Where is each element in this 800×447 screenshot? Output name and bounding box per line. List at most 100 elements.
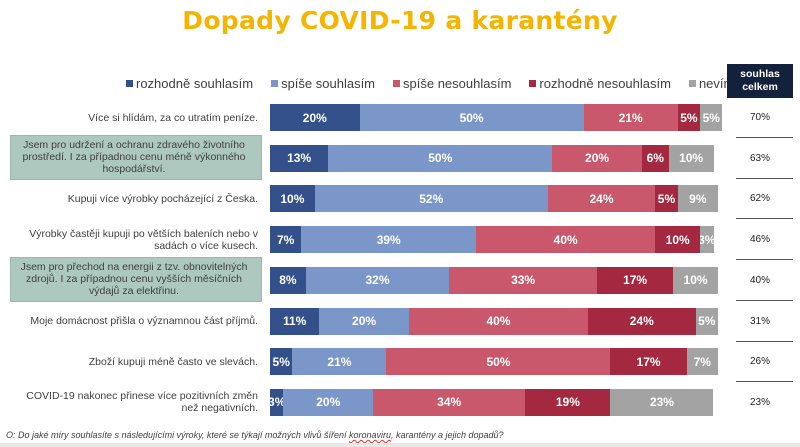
bar-segment: 50%: [386, 348, 611, 376]
bar-segment: 7%: [686, 348, 718, 376]
chart-row: Výrobky častěji kupuji po větších balení…: [0, 219, 800, 261]
bar-segment: 17%: [610, 348, 687, 376]
stacked-bar: 5% 21% 50% 17% 7%: [270, 348, 718, 376]
chart-row: Moje domácnost přišla o významnou část p…: [0, 301, 800, 342]
bar-segment: 6%: [641, 144, 669, 172]
category-label: Výrobky častěji kupuji po větších balení…: [10, 219, 262, 260]
summary-column-header: souhlas celkem: [727, 64, 793, 98]
legend-swatch: [393, 80, 401, 87]
bar-segment: 39%: [301, 226, 477, 254]
bar-segment: 7%: [270, 226, 302, 254]
chart-row: Zboží kupuji méně často ve slevách. 5% 21%…: [0, 341, 800, 383]
chart-row: Více si hlídám, za co utratím peníze. 20%…: [0, 97, 800, 138]
legend: rozhodně souhlasím spíše souhlasím spíše n…: [126, 76, 734, 91]
chart-row: COVID-19 nakonec přinese více pozitivníc…: [0, 382, 800, 423]
category-label: Kupuji více výrobky pocházející z Česka.: [10, 178, 262, 219]
bar-segment: 32%: [305, 266, 450, 294]
bar-segment: 40%: [408, 307, 589, 335]
legend-label: rozhodně souhlasím: [136, 76, 254, 91]
total-separator: [736, 137, 793, 138]
category-label-text: Jsem pro přechod na energii z tzv. obnov…: [20, 261, 248, 298]
legend-label: nevím: [698, 76, 735, 91]
bar-segment: 52%: [314, 185, 548, 213]
bar-segment: 5%: [270, 348, 293, 376]
bar-segment: 13%: [270, 144, 329, 172]
bar-segment: 40%: [476, 226, 656, 254]
bar-segment: 20%: [319, 307, 409, 335]
legend-item: rozhodně souhlasím: [126, 76, 253, 91]
bar-segment: 20%: [552, 144, 642, 172]
bar-segment: 23%: [610, 388, 714, 416]
bar-segment: 5%: [700, 104, 723, 131]
bar-segment: 10%: [673, 266, 718, 294]
bar-segment: 10%: [655, 226, 701, 254]
stacked-bar: 7%39%40%10%3%: [270, 226, 714, 254]
bar-segment: 21%: [583, 104, 678, 131]
stacked-bar: 13% 50% 20% 6% 10%: [270, 144, 714, 172]
bar-segment: 5%: [677, 104, 701, 131]
legend-swatch: [688, 80, 696, 87]
bar-segment: 24%: [588, 307, 696, 335]
stacked-bar: 20% 50% 21% 5% 5%: [270, 104, 723, 131]
bar-segment: 50%: [359, 104, 584, 131]
chart-row: Kupuji více výrobky pocházející z Česka.…: [0, 178, 800, 220]
legend-label: spíše nesouhlasím: [403, 76, 512, 91]
stacked-bar: 10% 52% 24% 5% 9%: [270, 185, 718, 213]
total-agree-value: 46%: [749, 234, 770, 246]
category-label: COVID-19 nakonec přinese více pozitivníc…: [10, 382, 262, 423]
total-agree-value: 63%: [749, 152, 770, 164]
category-label-text: Zboží kupuji méně často ve slevách.: [88, 355, 258, 368]
bar-segment: 10%: [668, 144, 714, 172]
category-label: Moje domácnost přišla o významnou část p…: [10, 301, 262, 342]
bar-segment: 9%: [677, 185, 718, 213]
bar-segment: 5%: [695, 307, 718, 335]
total-separator: [736, 259, 793, 261]
question-note: O: Do jaké míry souhlasíte s následující…: [6, 430, 504, 440]
total-agree-value: 40%: [749, 274, 770, 286]
legend-item: spíše nesouhlasím: [393, 76, 511, 91]
total-separator: [736, 218, 793, 220]
category-label: Více si hlídám, za co utratím peníze.: [10, 97, 262, 138]
total-agree-value: 70%: [749, 112, 770, 123]
bar-segment: 19%: [525, 388, 611, 416]
total-agree-value: 26%: [749, 356, 770, 368]
bar-segment: 3%: [270, 388, 284, 416]
total-separator: [736, 340, 793, 342]
bar-segment: 17%: [597, 266, 674, 294]
category-label-text: Více si hlídám, za co utratím peníze.: [88, 111, 258, 124]
note-text: O: Do jaké míry souhlasíte s následující…: [6, 430, 349, 440]
note-text-end: , karantény a jejich dopadů?: [390, 430, 504, 440]
legend-item: rozhodně nesouhlasím: [529, 76, 671, 91]
bar-segment: 24%: [547, 185, 656, 213]
bar-segment: 20%: [270, 104, 360, 131]
category-label-text: COVID-19 nakonec přinese více pozitivníc…: [26, 390, 258, 415]
legend-swatch: [529, 80, 537, 87]
bar-segment: 34%: [373, 388, 526, 416]
total-separator: [736, 177, 793, 179]
legend-label: spíše souhlasím: [281, 76, 376, 91]
total-agree-value: 23%: [749, 396, 770, 408]
category-label-text: Kupuji více výrobky pocházející z Česka.: [67, 192, 258, 205]
category-label: Zboží kupuji méně často ve slevách.: [10, 341, 262, 382]
chart-row: Jsem pro udržení a ochranu zdravého živo…: [0, 134, 800, 180]
total-agree-value: 62%: [749, 193, 770, 205]
note-link: koronaviru: [348, 430, 391, 440]
bottom-divider: [0, 443, 800, 447]
category-label: Jsem pro udržení a ochranu zdravého živo…: [10, 134, 262, 180]
bar-segment: 3%: [700, 226, 714, 254]
bar-segment: 8%: [270, 266, 306, 294]
category-label-text: Výrobky častěji kupuji po větších balení…: [29, 227, 258, 252]
page-title: Dopady COVID-19 a karantény: [182, 6, 618, 35]
category-label-text: Jsem pro udržení a ochranu zdravého živo…: [22, 139, 246, 176]
legend-swatch: [126, 80, 133, 87]
category-label-text: Moje domácnost přišla o významnou část p…: [30, 315, 258, 327]
legend-item: nevím: [688, 76, 735, 91]
total-agree-value: 31%: [749, 315, 770, 327]
bar-segment: 10%: [270, 185, 315, 213]
chart-row: Jsem pro přechod na energii z tzv. obnov…: [0, 256, 800, 302]
stacked-bar: 8% 32% 33% 17% 10%: [270, 266, 718, 294]
legend-label: rozhodně nesouhlasím: [539, 76, 671, 91]
legend-swatch: [271, 80, 279, 87]
bar-segment: 33%: [449, 266, 598, 294]
